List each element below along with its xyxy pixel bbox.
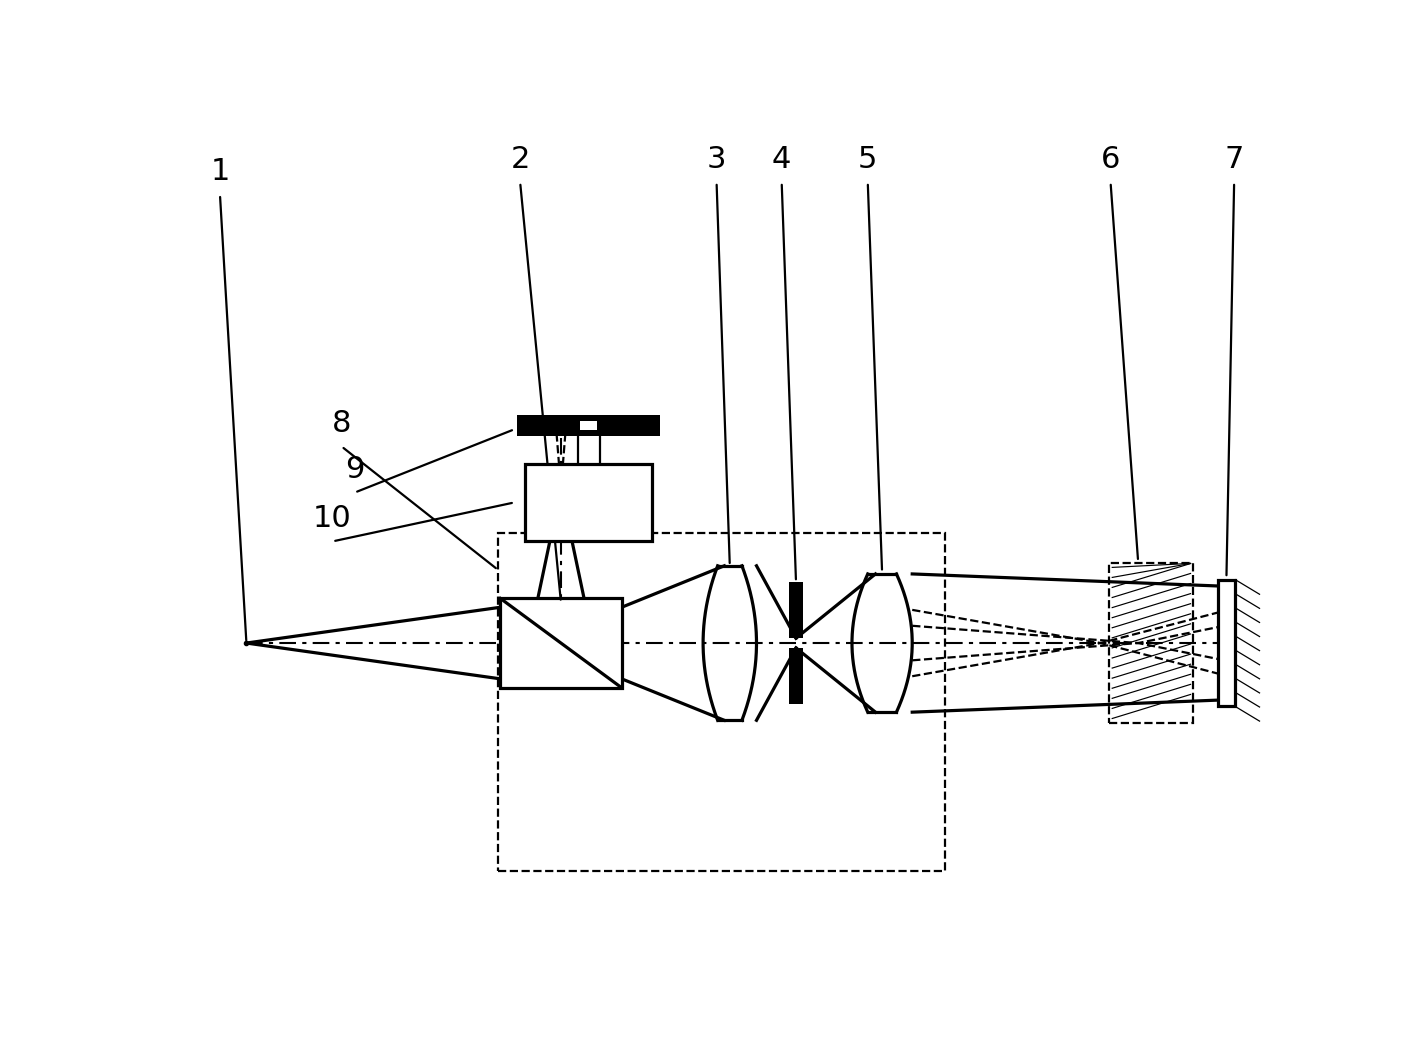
Text: 2: 2 xyxy=(510,145,530,174)
Bar xyxy=(498,533,946,871)
Bar xyxy=(580,421,597,430)
Text: 6: 6 xyxy=(1101,145,1121,174)
Bar xyxy=(1218,580,1235,706)
Text: 9: 9 xyxy=(345,455,365,485)
Text: 5: 5 xyxy=(859,145,877,174)
Bar xyxy=(517,415,661,436)
Text: 8: 8 xyxy=(332,409,352,438)
Text: 3: 3 xyxy=(706,145,726,174)
Bar xyxy=(525,465,652,542)
Bar xyxy=(500,599,622,687)
Text: 10: 10 xyxy=(313,504,352,533)
Text: 7: 7 xyxy=(1225,145,1243,174)
Text: 4: 4 xyxy=(772,145,792,174)
Bar xyxy=(1109,563,1193,722)
Bar xyxy=(789,582,803,638)
Bar xyxy=(789,648,803,704)
Text: 1: 1 xyxy=(211,157,229,186)
